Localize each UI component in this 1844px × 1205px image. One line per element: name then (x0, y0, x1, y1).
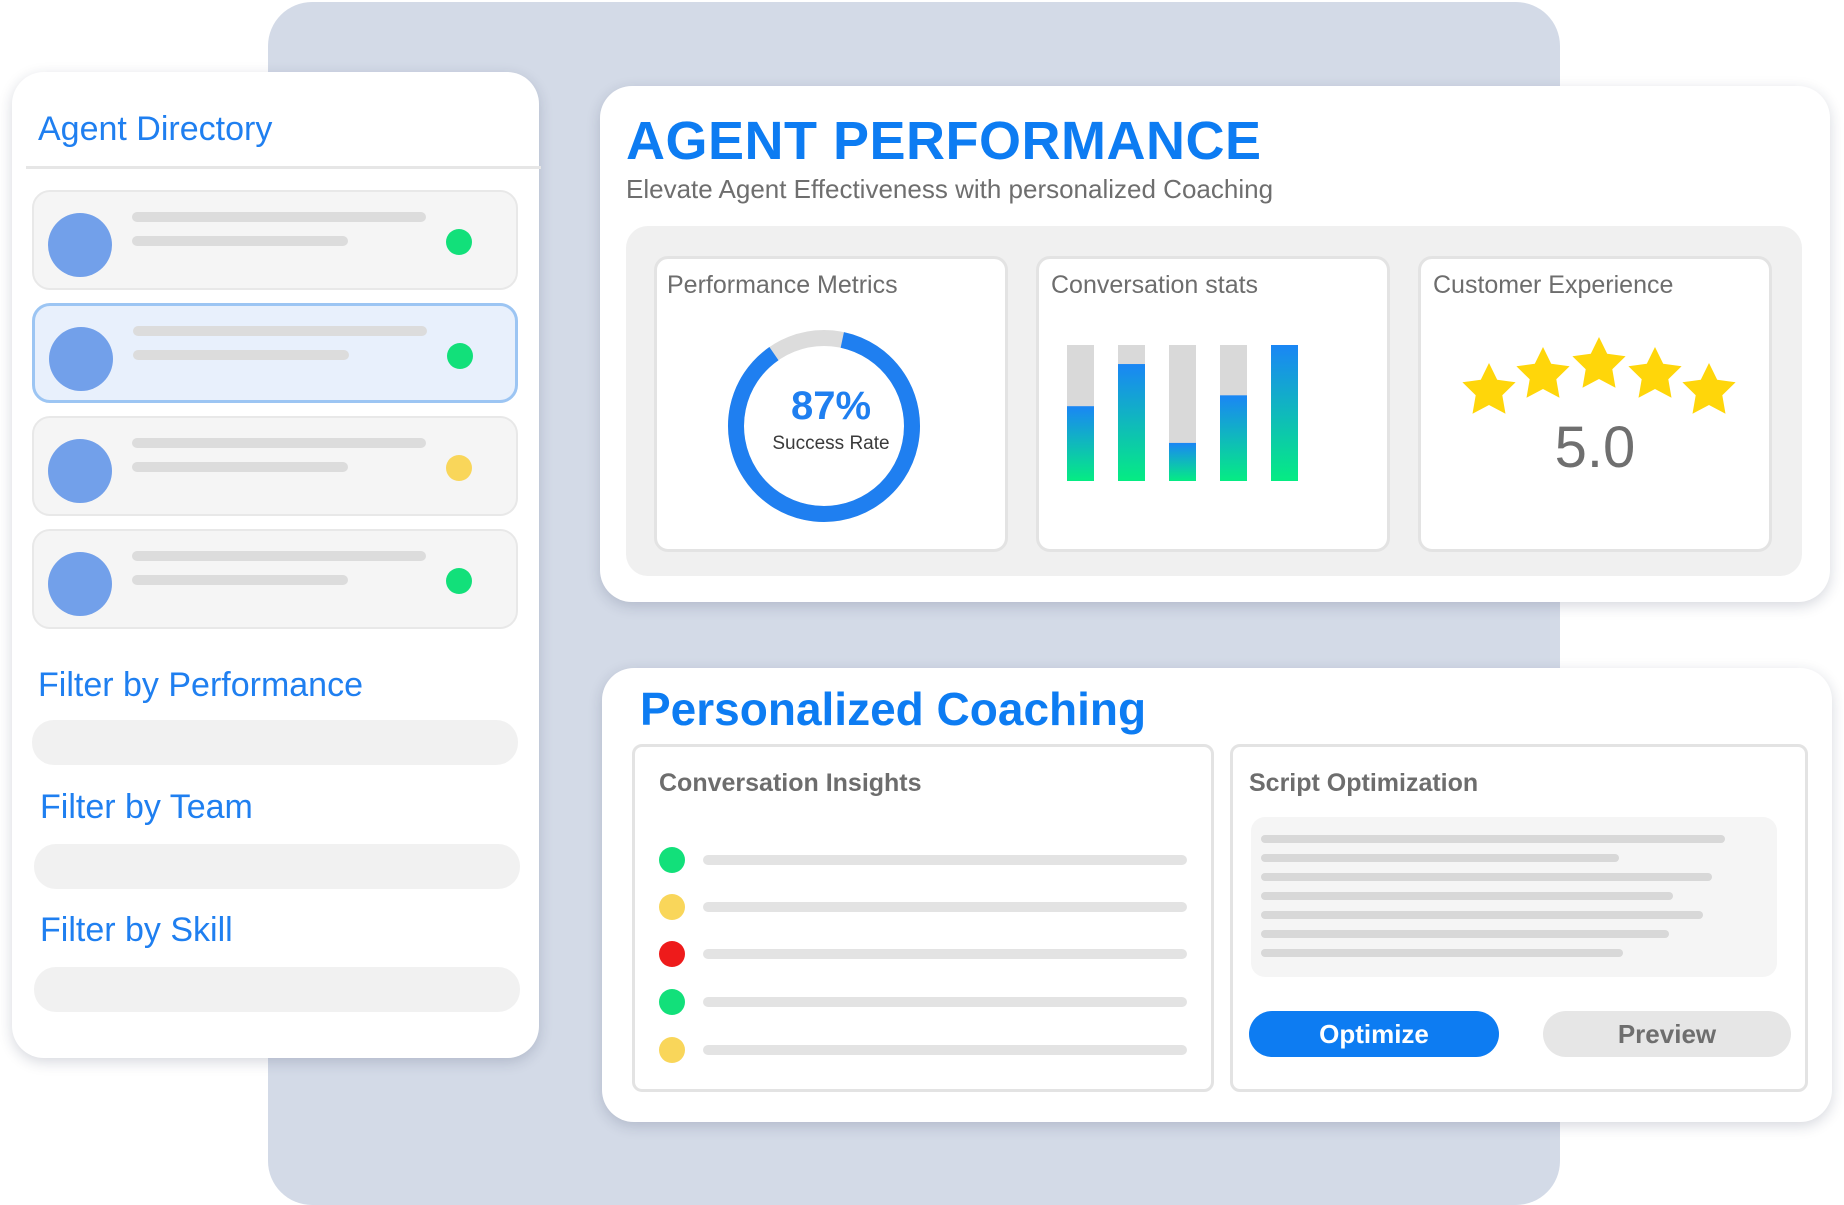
star-icon (1462, 363, 1516, 414)
bar (1220, 395, 1247, 481)
agent-name-placeholder (132, 551, 426, 561)
script-optimization-title: Script Optimization (1249, 769, 1479, 797)
success-rate-value: 87% (790, 384, 872, 428)
agent-directory-title: Agent Directory (38, 110, 273, 148)
status-dot (446, 229, 472, 255)
page-title: AGENT PERFORMANCE (626, 111, 1262, 171)
filter-team-label: Filter by Team (40, 788, 253, 826)
performance-metrics-card: Performance Metrics 87% Success Rate (654, 256, 1008, 552)
status-dot (447, 343, 473, 369)
page-subtitle: Elevate Agent Effectiveness with persona… (626, 174, 1274, 204)
divider (26, 166, 541, 169)
agent-row[interactable] (32, 190, 518, 290)
performance-metrics-title: Performance Metrics (667, 271, 898, 299)
insight-status-dot (659, 989, 685, 1015)
conversation-stats-title: Conversation stats (1051, 271, 1259, 299)
script-line-placeholder (1261, 949, 1623, 957)
metrics-container: Performance Metrics 87% Success Rate Con… (626, 226, 1802, 576)
avatar (49, 327, 113, 391)
rating-stars (1462, 337, 1736, 414)
script-line-placeholder (1261, 873, 1712, 881)
optimize-button[interactable]: Optimize (1249, 1011, 1499, 1057)
filter-skill-label: Filter by Skill (40, 911, 233, 949)
insight-line-placeholder (703, 949, 1187, 959)
status-dot (446, 455, 472, 481)
success-rate-donut (728, 329, 920, 522)
insight-line-placeholder (703, 902, 1187, 912)
insight-line-placeholder (703, 1045, 1187, 1055)
agent-detail-placeholder (132, 236, 348, 246)
avatar (48, 439, 112, 503)
filter-team-input[interactable] (34, 844, 520, 889)
rating-value: 5.0 (1554, 415, 1636, 480)
agent-row[interactable] (32, 303, 518, 403)
conversation-insights-card: Conversation Insights (632, 744, 1214, 1092)
agent-row[interactable] (32, 529, 518, 629)
bar (1271, 345, 1298, 481)
agent-detail-placeholder (132, 462, 348, 472)
script-line-placeholder (1261, 911, 1703, 919)
bar (1118, 364, 1145, 481)
filter-performance-input[interactable] (32, 720, 518, 765)
agent-name-placeholder (133, 326, 427, 336)
insight-status-dot (659, 941, 685, 967)
script-line-placeholder (1261, 854, 1619, 862)
filter-skill-input[interactable] (34, 967, 520, 1012)
insight-status-dot (659, 847, 685, 873)
bar (1067, 406, 1094, 481)
star-icon (1572, 337, 1626, 388)
preview-button[interactable]: Preview (1543, 1011, 1791, 1057)
status-dot (446, 568, 472, 594)
agent-name-placeholder (132, 212, 426, 222)
conversation-bar-chart (1067, 345, 1298, 481)
agent-name-placeholder (132, 438, 426, 448)
filter-performance-label: Filter by Performance (38, 666, 363, 704)
star-icon (1628, 347, 1682, 398)
personalized-coaching-panel: Personalized Coaching Conversation Insig… (602, 668, 1832, 1122)
coaching-title: Personalized Coaching (640, 683, 1147, 735)
star-icon (1516, 347, 1570, 398)
success-rate-label: Success Rate (772, 433, 890, 454)
agent-performance-panel: AGENT PERFORMANCE Elevate Agent Effectiv… (600, 86, 1830, 602)
agent-detail-placeholder (133, 350, 349, 360)
conversation-insights-title: Conversation Insights (659, 769, 922, 797)
customer-experience-card: Customer Experience 5.0 (1418, 256, 1772, 552)
script-line-placeholder (1261, 930, 1669, 938)
agent-detail-placeholder (132, 575, 348, 585)
script-line-placeholder (1261, 892, 1673, 900)
customer-experience-title: Customer Experience (1433, 271, 1674, 299)
script-line-placeholder (1261, 835, 1725, 843)
avatar (48, 213, 112, 277)
avatar (48, 552, 112, 616)
insight-line-placeholder (703, 997, 1187, 1007)
insight-status-dot (659, 1037, 685, 1063)
bar (1169, 442, 1196, 481)
star-icon (1682, 363, 1736, 414)
insight-status-dot (659, 894, 685, 920)
insight-line-placeholder (703, 855, 1187, 865)
conversation-stats-card: Conversation stats (1036, 256, 1390, 552)
script-optimization-card: Script Optimization Optimize Preview (1230, 744, 1808, 1092)
agent-directory-panel: Agent Directory Filter by Performance Fi… (12, 72, 541, 1058)
agent-row[interactable] (32, 416, 518, 516)
script-text-area[interactable] (1251, 817, 1777, 977)
